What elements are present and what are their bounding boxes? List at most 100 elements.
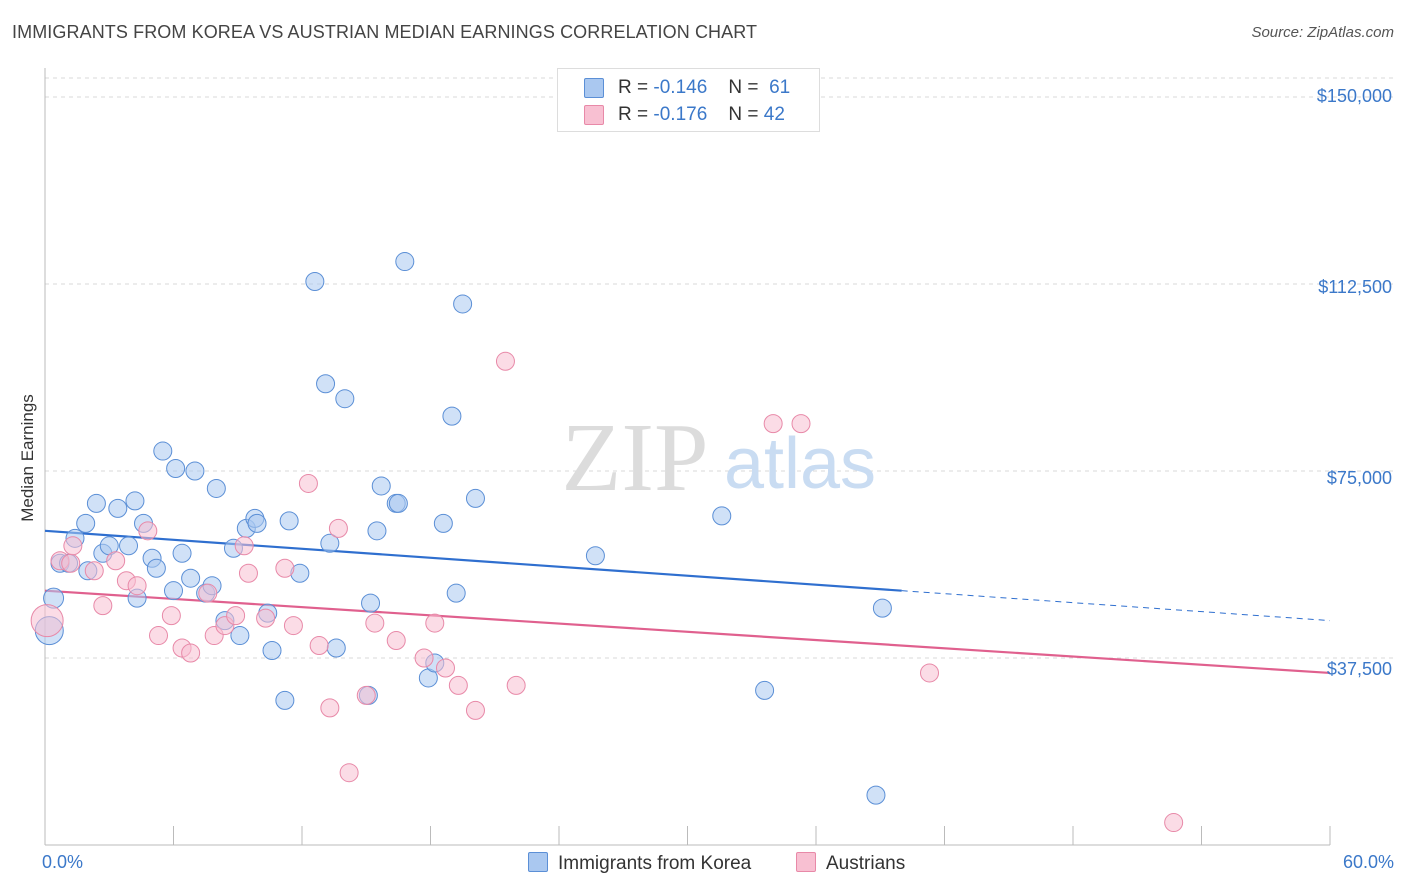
data-point	[872, 598, 892, 618]
data-point	[371, 476, 391, 496]
data-point	[238, 563, 258, 583]
data-point	[367, 521, 387, 541]
data-point	[465, 700, 485, 720]
data-point	[1164, 813, 1184, 833]
data-point	[108, 498, 128, 518]
data-point	[262, 641, 282, 661]
data-point	[230, 626, 250, 646]
y-tick-label: $112,500	[1318, 277, 1392, 297]
data-point	[125, 491, 145, 511]
legend-n-label: N =	[728, 104, 759, 125]
source-label: Source: ZipAtlas.com	[1251, 24, 1394, 41]
data-point	[275, 558, 295, 578]
data-point	[866, 785, 886, 805]
data-point	[755, 680, 775, 700]
legend-n-value: 61	[769, 77, 791, 98]
data-point	[247, 513, 267, 533]
data-point	[93, 596, 113, 616]
y-axis-label: Median Earnings	[18, 394, 37, 522]
data-point	[226, 606, 246, 626]
data-point	[166, 459, 186, 479]
trend-line	[44, 529, 902, 592]
legend-swatch-korea	[528, 852, 548, 872]
data-point	[920, 663, 940, 683]
legend-n-value: 42	[763, 104, 785, 125]
data-point	[181, 643, 201, 663]
svg-text:ZIP: ZIP	[562, 404, 709, 512]
data-point	[446, 583, 466, 603]
data-point	[181, 568, 201, 588]
data-point	[339, 763, 359, 783]
data-point	[119, 536, 139, 556]
data-point	[326, 638, 346, 658]
series-legend-austrians: Austrians	[796, 852, 905, 875]
data-point	[442, 406, 462, 426]
correlation-legend: R = -0.146 N = 61 R = -0.176 N = 42	[557, 68, 820, 132]
data-point	[435, 658, 455, 678]
legend-swatch-austrians	[796, 852, 816, 872]
series-legend-label: Immigrants from Korea	[558, 853, 752, 874]
data-point	[712, 506, 732, 526]
data-point	[161, 606, 181, 626]
x-tick-label-min: 0.0%	[42, 852, 84, 872]
data-point	[185, 461, 205, 481]
data-point	[279, 511, 299, 531]
trend-line-extension	[901, 590, 1331, 622]
data-point	[465, 488, 485, 508]
y-tick-label: $150,000	[1316, 86, 1392, 106]
data-point	[275, 690, 295, 710]
data-point	[763, 414, 783, 434]
data-point	[448, 675, 468, 695]
legend-n-label: N =	[728, 77, 759, 98]
data-point	[335, 389, 355, 409]
legend-r-value: -0.176	[653, 104, 708, 125]
data-point	[386, 631, 406, 651]
y-tick-label: $37,500	[1326, 659, 1392, 679]
legend-r-label: R =	[618, 104, 649, 125]
data-point	[86, 493, 106, 513]
data-point	[365, 613, 385, 633]
data-point	[495, 351, 515, 371]
data-point	[206, 478, 226, 498]
data-point	[127, 576, 147, 596]
data-point	[84, 561, 104, 581]
watermark: ZIP atlas	[562, 404, 877, 512]
data-point	[61, 553, 81, 573]
data-point	[356, 685, 376, 705]
svg-text:atlas: atlas	[724, 424, 876, 504]
data-point	[361, 593, 381, 613]
data-point	[198, 583, 218, 603]
data-point	[320, 533, 340, 553]
data-point	[414, 648, 434, 668]
data-point	[63, 536, 83, 556]
legend-r-value: -0.146	[653, 77, 708, 98]
data-point	[309, 636, 329, 656]
data-point	[153, 441, 173, 461]
data-point	[388, 493, 408, 513]
data-point	[791, 414, 811, 434]
trend-lines	[44, 529, 1331, 675]
data-point	[138, 521, 158, 541]
data-point	[305, 272, 325, 292]
series-legend-label: Austrians	[826, 853, 906, 874]
data-point	[320, 698, 340, 718]
data-point	[453, 294, 473, 314]
data-point	[316, 374, 336, 394]
data-point	[433, 513, 453, 533]
data-point	[106, 551, 126, 571]
data-point	[395, 252, 415, 272]
legend-swatch-korea	[584, 78, 604, 98]
data-point	[234, 536, 254, 556]
data-point	[328, 518, 348, 538]
data-point	[298, 473, 318, 493]
data-point	[172, 543, 192, 563]
data-points	[30, 252, 1184, 833]
data-point	[506, 675, 526, 695]
data-point	[146, 558, 166, 578]
y-tick-label: $75,000	[1326, 468, 1392, 488]
data-point	[425, 613, 445, 633]
trend-line	[44, 589, 1331, 675]
data-point	[283, 616, 303, 636]
axes	[44, 68, 1331, 846]
